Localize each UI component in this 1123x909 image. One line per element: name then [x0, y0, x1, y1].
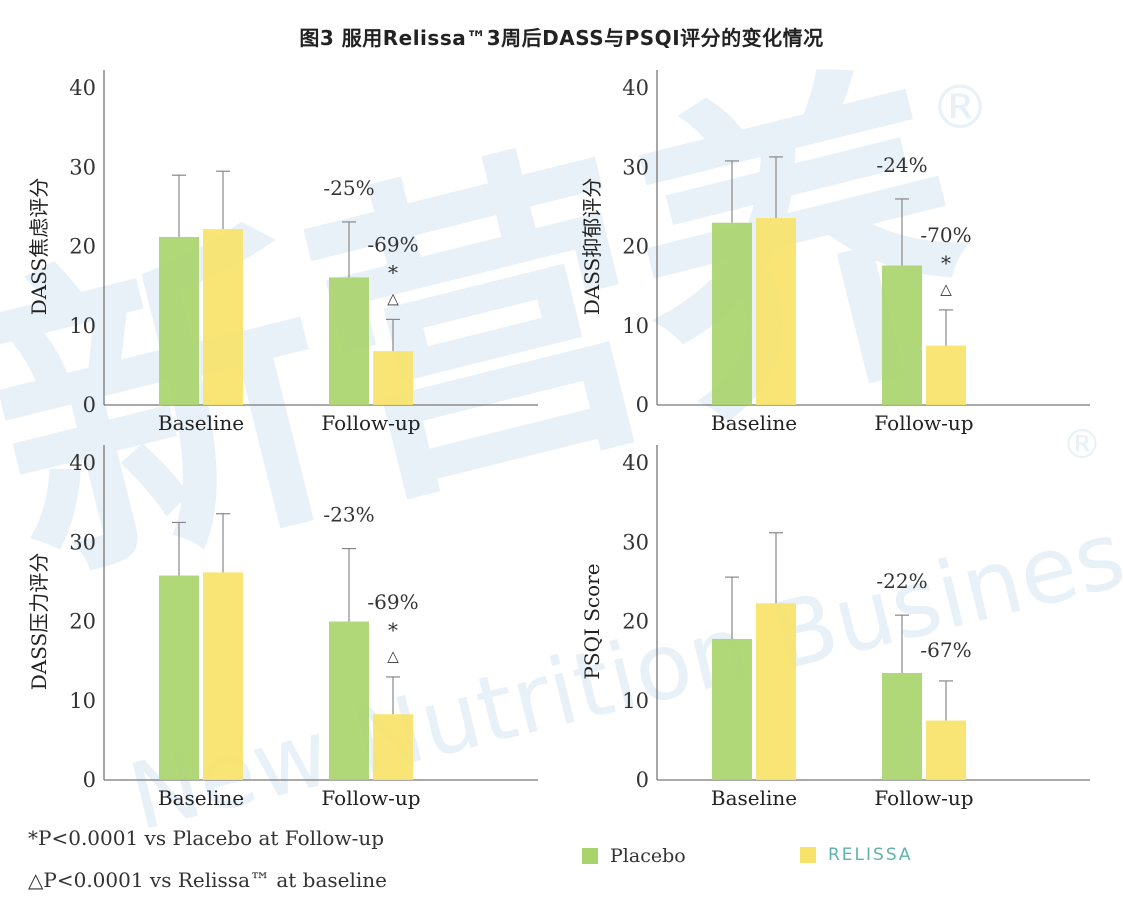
bar-relissa — [926, 345, 966, 405]
annotation-placebo-change: -24% — [876, 153, 927, 177]
bar-placebo — [159, 236, 199, 405]
legend-label-relissa: RELISSA — [828, 845, 913, 865]
legend-swatch-placebo — [582, 848, 598, 864]
footnote-star: *P<0.0001 vs Placebo at Follow-up — [28, 826, 385, 850]
x-tick-label: Baseline — [711, 786, 797, 810]
y-tick-label: 20 — [69, 610, 96, 634]
y-tick-label: 40 — [622, 451, 649, 475]
bar-placebo — [712, 638, 752, 780]
legend-relissa: RELISSA — [800, 845, 913, 865]
chart-anxiety: 0 10 20 30 40 DASS焦虑评分 Baseline Follow-up -25% -6… — [27, 70, 538, 435]
y-axis-label: PSQI Score — [580, 563, 604, 679]
y-tick-label: 30 — [622, 530, 649, 554]
bar-placebo — [329, 621, 369, 780]
annotation-triangle: △ — [387, 289, 399, 307]
y-axis-label: DASS压力评分 — [27, 553, 51, 691]
annotation-placebo-change: -25% — [323, 176, 374, 200]
x-tick-label: Follow-up — [321, 411, 420, 435]
x-tick-label: Follow-up — [874, 786, 973, 810]
bar-relissa — [926, 720, 966, 780]
bar-placebo — [712, 222, 752, 405]
annotation-triangle: △ — [940, 280, 952, 298]
x-tick-label: Baseline — [711, 411, 797, 435]
bar-relissa — [203, 229, 243, 405]
y-tick-label: 0 — [636, 768, 649, 792]
bar-placebo — [329, 277, 369, 405]
legend-placebo: Placebo — [582, 845, 686, 867]
x-tick-label: Follow-up — [321, 786, 420, 810]
bar-relissa — [756, 603, 796, 780]
bar-relissa — [756, 217, 796, 405]
y-tick-label: 10 — [69, 314, 96, 338]
legend-label-placebo: Placebo — [610, 845, 686, 867]
watermark-mark-2: ® — [1062, 422, 1102, 468]
y-tick-label: 0 — [83, 768, 96, 792]
annotation-relissa-change: -69% — [367, 590, 418, 614]
y-axis-label: DASS抑郁评分 — [580, 178, 604, 316]
y-tick-label: 10 — [622, 314, 649, 338]
y-tick-label: 0 — [83, 393, 96, 417]
legend-swatch-relissa — [800, 847, 816, 863]
bar-relissa — [203, 572, 243, 780]
annotation-relissa-change: -70% — [920, 223, 971, 247]
chart-psqi: 0 10 20 30 40 PSQI Score Baseline Follow-up -22%… — [580, 445, 1090, 810]
y-tick-label: 40 — [622, 76, 649, 100]
y-tick-label: 30 — [622, 155, 649, 179]
y-tick-label: 20 — [622, 235, 649, 259]
x-tick-label: Baseline — [158, 786, 244, 810]
bar-placebo — [882, 673, 922, 780]
watermark-mark-1: ® — [930, 73, 990, 143]
annotation-placebo-change: -23% — [323, 503, 374, 527]
y-tick-label: 30 — [69, 530, 96, 554]
y-tick-label: 10 — [622, 689, 649, 713]
annotation-placebo-change: -22% — [876, 569, 927, 593]
bar-placebo — [159, 575, 199, 780]
y-tick-label: 30 — [69, 155, 96, 179]
bar-placebo — [882, 265, 922, 405]
figure-title: 图3 服用Relissa™3周后DASS与PSQI评分的变化情况 — [299, 26, 824, 50]
y-tick-label: 0 — [636, 393, 649, 417]
annotation-relissa-change: -69% — [367, 232, 418, 256]
watermark-brand: 新营养 — [0, 24, 1009, 636]
y-tick-label: 40 — [69, 451, 96, 475]
annotation-relissa-change: -67% — [920, 638, 971, 662]
bar-relissa — [373, 351, 413, 405]
footnote-triangle: △P<0.0001 vs Relissa™ at baseline — [28, 868, 388, 892]
chart-depression: 0 10 20 30 40 DASS抑郁评分 Baseline Follow-up -24% -7… — [580, 70, 1090, 435]
y-axis-label: DASS焦虑评分 — [27, 178, 51, 316]
annotation-star: * — [388, 618, 398, 642]
annotation-star: * — [388, 260, 398, 284]
annotation-triangle: △ — [387, 647, 399, 665]
y-tick-label: 20 — [69, 235, 96, 259]
annotation-star: * — [941, 251, 951, 275]
y-tick-label: 10 — [69, 689, 96, 713]
y-tick-label: 20 — [622, 610, 649, 634]
chart-stress: 0 10 20 30 40 DASS压力评分 Baseline Follow-up -23% -6… — [27, 445, 538, 810]
bar-relissa — [373, 714, 413, 780]
x-tick-label: Baseline — [158, 411, 244, 435]
x-tick-label: Follow-up — [874, 411, 973, 435]
y-tick-label: 40 — [69, 76, 96, 100]
